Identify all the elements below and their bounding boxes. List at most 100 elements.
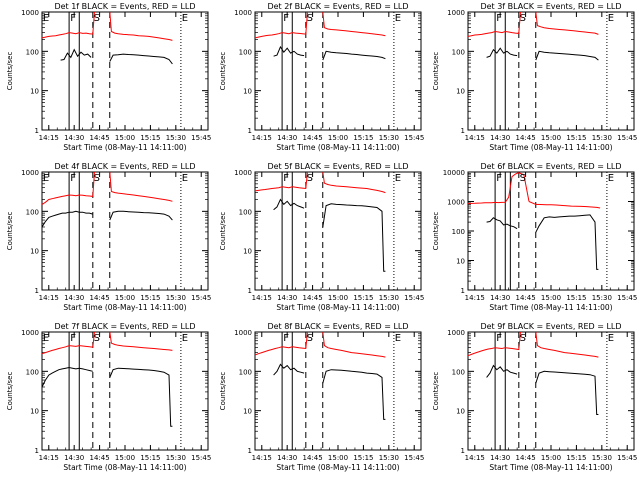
x-tick-label: 14:30 xyxy=(277,454,297,462)
x-tick-label: 14:30 xyxy=(490,294,510,302)
x-tick-label: 15:45 xyxy=(404,454,424,462)
event-marker-label: F xyxy=(70,13,76,24)
event-marker-label: S xyxy=(520,333,526,344)
panel-title: Det 2f BLACK = Events, RED = LLD xyxy=(267,2,408,11)
y-axis-label: Counts/sec xyxy=(219,212,227,251)
panel-title: Det 6f BLACK = Events, RED = LLD xyxy=(480,162,621,171)
y-tick-label: 1000 xyxy=(234,9,252,17)
event-marker-label: E xyxy=(43,13,49,24)
plot-frame xyxy=(41,331,209,451)
x-tick-label: 15:15 xyxy=(566,294,586,302)
series-line-events xyxy=(322,203,386,272)
x-tick-label: 15:15 xyxy=(353,294,373,302)
y-tick-label: 1 xyxy=(248,287,252,295)
y-tick-label: 1 xyxy=(35,447,39,455)
x-tick-label: 14:15 xyxy=(252,454,272,462)
panel-det-8: Det 8f BLACK = Events, RED = LLD 1 10 100 10… xyxy=(219,322,424,472)
series-line-lld xyxy=(41,331,95,355)
event-marker-label: E xyxy=(608,173,614,184)
y-tick-label: 10 xyxy=(456,408,465,416)
y-tick-label: 100 xyxy=(26,208,39,216)
event-marker-label: E xyxy=(608,13,614,24)
x-tick-label: 14:45 xyxy=(89,294,109,302)
x-tick-label: 14:30 xyxy=(64,454,84,462)
x-tick-label: 15:30 xyxy=(379,294,399,302)
series-line-events xyxy=(486,364,518,378)
y-tick-label: 10 xyxy=(30,88,39,96)
x-tick-label: 15:00 xyxy=(328,134,348,142)
y-tick-label: 100 xyxy=(26,368,39,376)
x-tick-label: 14:45 xyxy=(89,454,109,462)
series-line-events xyxy=(60,48,92,61)
y-tick-label: 1000 xyxy=(21,9,39,17)
panel-title: Det 7f BLACK = Events, RED = LLD xyxy=(54,322,195,331)
y-axis-label: Counts/sec xyxy=(219,52,227,91)
y-axis-label: Counts/sec xyxy=(6,212,14,251)
event-marker-label: F xyxy=(70,173,76,184)
x-tick-label: 14:45 xyxy=(302,134,322,142)
series-line-lld xyxy=(467,172,530,205)
y-tick-label: 1000 xyxy=(234,329,252,337)
x-tick-label: 14:30 xyxy=(277,294,297,302)
x-axis-label: Start Time (08-May-11 14:11:00) xyxy=(63,143,186,152)
plot-frame xyxy=(467,11,635,131)
panel-det-1: Det 1f BLACK = Events, RED = LLD 1 10 100 10… xyxy=(6,2,211,152)
y-tick-label: 10 xyxy=(243,408,252,416)
panel-det-4: Det 4f BLACK = Events, RED = LLD 1 10 100 10… xyxy=(6,162,211,312)
y-tick-label: 1000 xyxy=(447,329,465,337)
panel-det-3: Det 3f BLACK = Events, RED = LLD 1 10 100 10… xyxy=(432,2,637,152)
series-line-lld xyxy=(41,11,95,39)
x-tick-label: 15:00 xyxy=(541,134,561,142)
x-tick-label: 14:45 xyxy=(515,294,535,302)
y-tick-label: 100 xyxy=(239,368,252,376)
plot-frame xyxy=(254,171,422,291)
x-tick-label: 15:15 xyxy=(353,134,373,142)
x-axis-label: Start Time (08-May-11 14:11:00) xyxy=(276,303,399,312)
x-tick-label: 14:15 xyxy=(465,294,485,302)
x-tick-label: 15:30 xyxy=(592,134,612,142)
x-tick-label: 15:45 xyxy=(404,294,424,302)
y-axis-label: Counts/sec xyxy=(432,212,440,251)
plot-frame xyxy=(41,11,209,131)
panel-det-6: Det 6f BLACK = Events, RED = LLD 1 10 100 10… xyxy=(432,162,637,312)
series-line-events xyxy=(486,47,518,58)
x-tick-label: 15:15 xyxy=(353,454,373,462)
series-line-events xyxy=(535,214,599,270)
series-line-lld xyxy=(254,331,308,356)
y-tick-label: 1000 xyxy=(21,169,39,177)
y-axis-label: Counts/sec xyxy=(432,52,440,91)
x-tick-label: 14:30 xyxy=(64,134,84,142)
series-line-lld xyxy=(322,11,386,37)
x-tick-label: 15:00 xyxy=(115,134,135,142)
panel-title: Det 1f BLACK = Events, RED = LLD xyxy=(54,2,195,11)
event-marker-label: E xyxy=(182,333,188,344)
event-marker-label: E xyxy=(395,13,401,24)
x-tick-label: 15:45 xyxy=(191,454,211,462)
series-line-events xyxy=(109,210,173,221)
series-line-lld xyxy=(254,171,308,192)
series-line-lld xyxy=(254,11,308,39)
x-tick-label: 15:15 xyxy=(140,454,160,462)
y-tick-label: 1000 xyxy=(447,199,465,207)
x-tick-label: 14:45 xyxy=(89,134,109,142)
x-tick-label: 14:45 xyxy=(302,294,322,302)
y-tick-label: 100 xyxy=(452,228,465,236)
event-marker-label: F xyxy=(496,13,502,24)
y-tick-label: 1 xyxy=(461,127,465,135)
y-tick-label: 1000 xyxy=(234,169,252,177)
x-tick-label: 15:45 xyxy=(191,294,211,302)
panel-title: Det 3f BLACK = Events, RED = LLD xyxy=(480,2,621,11)
x-tick-label: 14:30 xyxy=(277,134,297,142)
event-marker-label: F xyxy=(283,13,289,24)
x-tick-label: 15:15 xyxy=(140,134,160,142)
x-tick-label: 15:15 xyxy=(566,134,586,142)
event-marker-label: E xyxy=(43,333,49,344)
x-tick-label: 15:15 xyxy=(140,294,160,302)
series-line-events xyxy=(535,370,599,415)
series-line-lld xyxy=(322,171,386,194)
series-line-events xyxy=(109,367,173,427)
y-tick-label: 10 xyxy=(30,408,39,416)
event-marker-label: E xyxy=(43,173,49,184)
